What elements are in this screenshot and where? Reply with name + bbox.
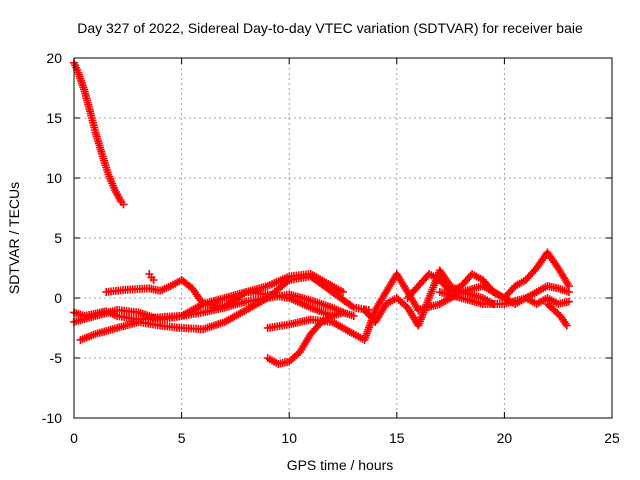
gridlines xyxy=(74,58,612,418)
y-tick-label: 0 xyxy=(54,290,62,306)
data-point xyxy=(564,288,573,296)
series-pass-5 xyxy=(70,288,337,326)
data-markers xyxy=(70,58,573,368)
data-point xyxy=(149,276,158,284)
x-tick-label: 25 xyxy=(604,430,620,446)
y-tick-label: 20 xyxy=(46,50,62,66)
series-pass-11 xyxy=(435,288,573,308)
y-tick-label: 10 xyxy=(46,170,62,186)
y-tick-label: 15 xyxy=(46,110,62,126)
series-pass-4 xyxy=(102,270,347,311)
series-pass-13 xyxy=(145,270,158,284)
axis-ticks xyxy=(73,57,613,419)
series-pass-9 xyxy=(403,248,573,302)
y-axis-label: SDTVAR / TECUs xyxy=(6,182,22,294)
series-pass-1 xyxy=(70,58,128,209)
data-point xyxy=(349,312,358,320)
data-point xyxy=(564,297,573,306)
x-tick-label: 15 xyxy=(389,430,405,446)
x-tick-labels: 0 5 10 15 20 25 xyxy=(70,430,620,446)
x-tick-label: 5 xyxy=(178,430,186,446)
x-axis-label: GPS time / hours xyxy=(287,457,394,473)
data-point xyxy=(562,321,571,330)
series-pass-7 xyxy=(263,270,423,344)
y-tick-label: 5 xyxy=(54,230,62,246)
x-tick-label: 20 xyxy=(497,430,513,446)
y-tick-labels: -10 -5 0 5 10 15 20 xyxy=(42,50,62,426)
series-pass-12 xyxy=(543,300,571,330)
data-point xyxy=(119,200,128,209)
y-tick-label: -10 xyxy=(42,410,62,426)
x-tick-label: 0 xyxy=(70,430,78,446)
data-point xyxy=(339,288,347,296)
y-tick-label: -5 xyxy=(50,350,63,366)
data-point-fill xyxy=(347,302,356,311)
x-tick-label: 10 xyxy=(281,430,297,446)
chart-title: Day 327 of 2022, Sidereal Day-to-day VTE… xyxy=(77,20,583,36)
